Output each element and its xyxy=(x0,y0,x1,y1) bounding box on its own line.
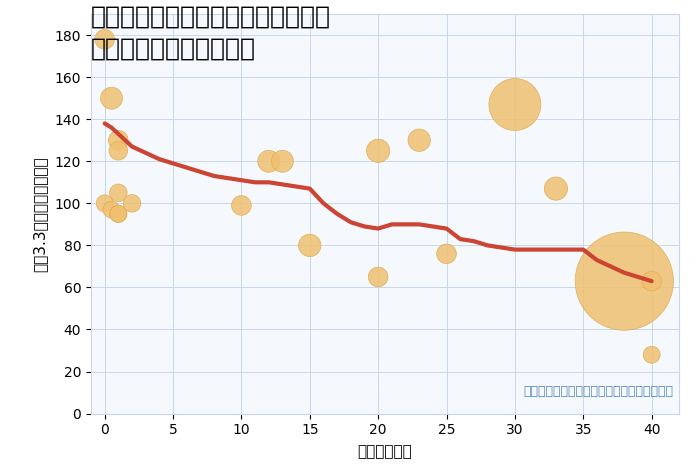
Point xyxy=(113,210,124,218)
Point xyxy=(646,277,657,285)
Text: 円の大きさは、取引のあった物件面積を示す: 円の大きさは、取引のあった物件面積を示す xyxy=(523,384,673,398)
Point xyxy=(619,277,630,285)
Point xyxy=(113,189,124,196)
Point xyxy=(106,94,117,102)
Point xyxy=(113,147,124,155)
Point xyxy=(113,136,124,144)
Point xyxy=(99,200,111,207)
Point xyxy=(263,157,274,165)
Point xyxy=(113,210,124,218)
Point xyxy=(99,36,111,43)
Point xyxy=(372,147,384,155)
Point xyxy=(414,136,425,144)
Point xyxy=(276,157,288,165)
Text: 神奈川県横浜市南区永田みなみ台の
築年数別中古戸建て価格: 神奈川県横浜市南区永田みなみ台の 築年数別中古戸建て価格 xyxy=(91,5,331,60)
Point xyxy=(441,250,452,258)
Point xyxy=(127,200,138,207)
Point xyxy=(304,242,316,249)
Point xyxy=(106,206,117,213)
Point xyxy=(236,202,247,209)
Point xyxy=(550,185,561,192)
Point xyxy=(510,101,521,108)
Point xyxy=(646,351,657,359)
Y-axis label: 坪（3.3㎡）単価（万円）: 坪（3.3㎡）単価（万円） xyxy=(33,156,48,272)
X-axis label: 築年数（年）: 築年数（年） xyxy=(358,444,412,459)
Point xyxy=(372,273,384,281)
